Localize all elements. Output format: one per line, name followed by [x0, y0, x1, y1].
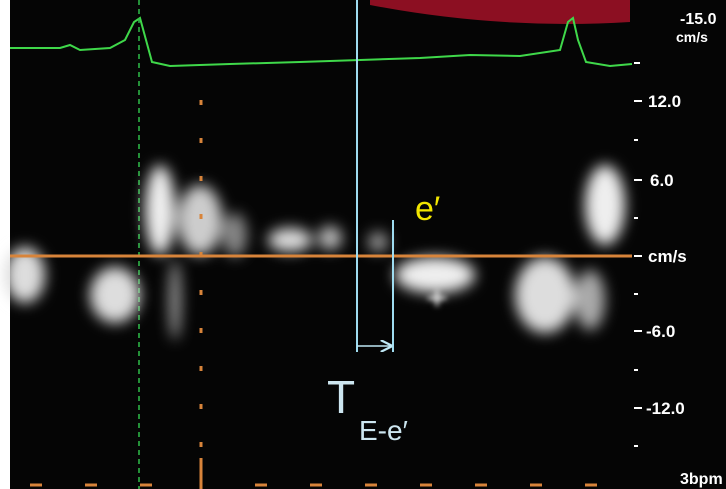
interval-label: T [327, 371, 355, 423]
interval-subscript: E-e′ [359, 415, 408, 446]
scale-label: -12.0 [646, 399, 685, 418]
heart-rate: 3bpm [680, 471, 723, 488]
scale-label: 12.0 [648, 92, 681, 111]
scale-label: 6.0 [650, 171, 674, 190]
scale-top-value: -15.0 [680, 11, 717, 28]
scale-label: -6.0 [646, 322, 675, 341]
doppler-screen: -15.0 cm/s 12.0 6.0 cm/s -6.0 -12.0 3bpm… [0, 0, 726, 489]
scale-label: cm/s [648, 247, 687, 266]
scale-top-unit: cm/s [676, 29, 708, 45]
e-prime-label: e′ [415, 190, 440, 228]
